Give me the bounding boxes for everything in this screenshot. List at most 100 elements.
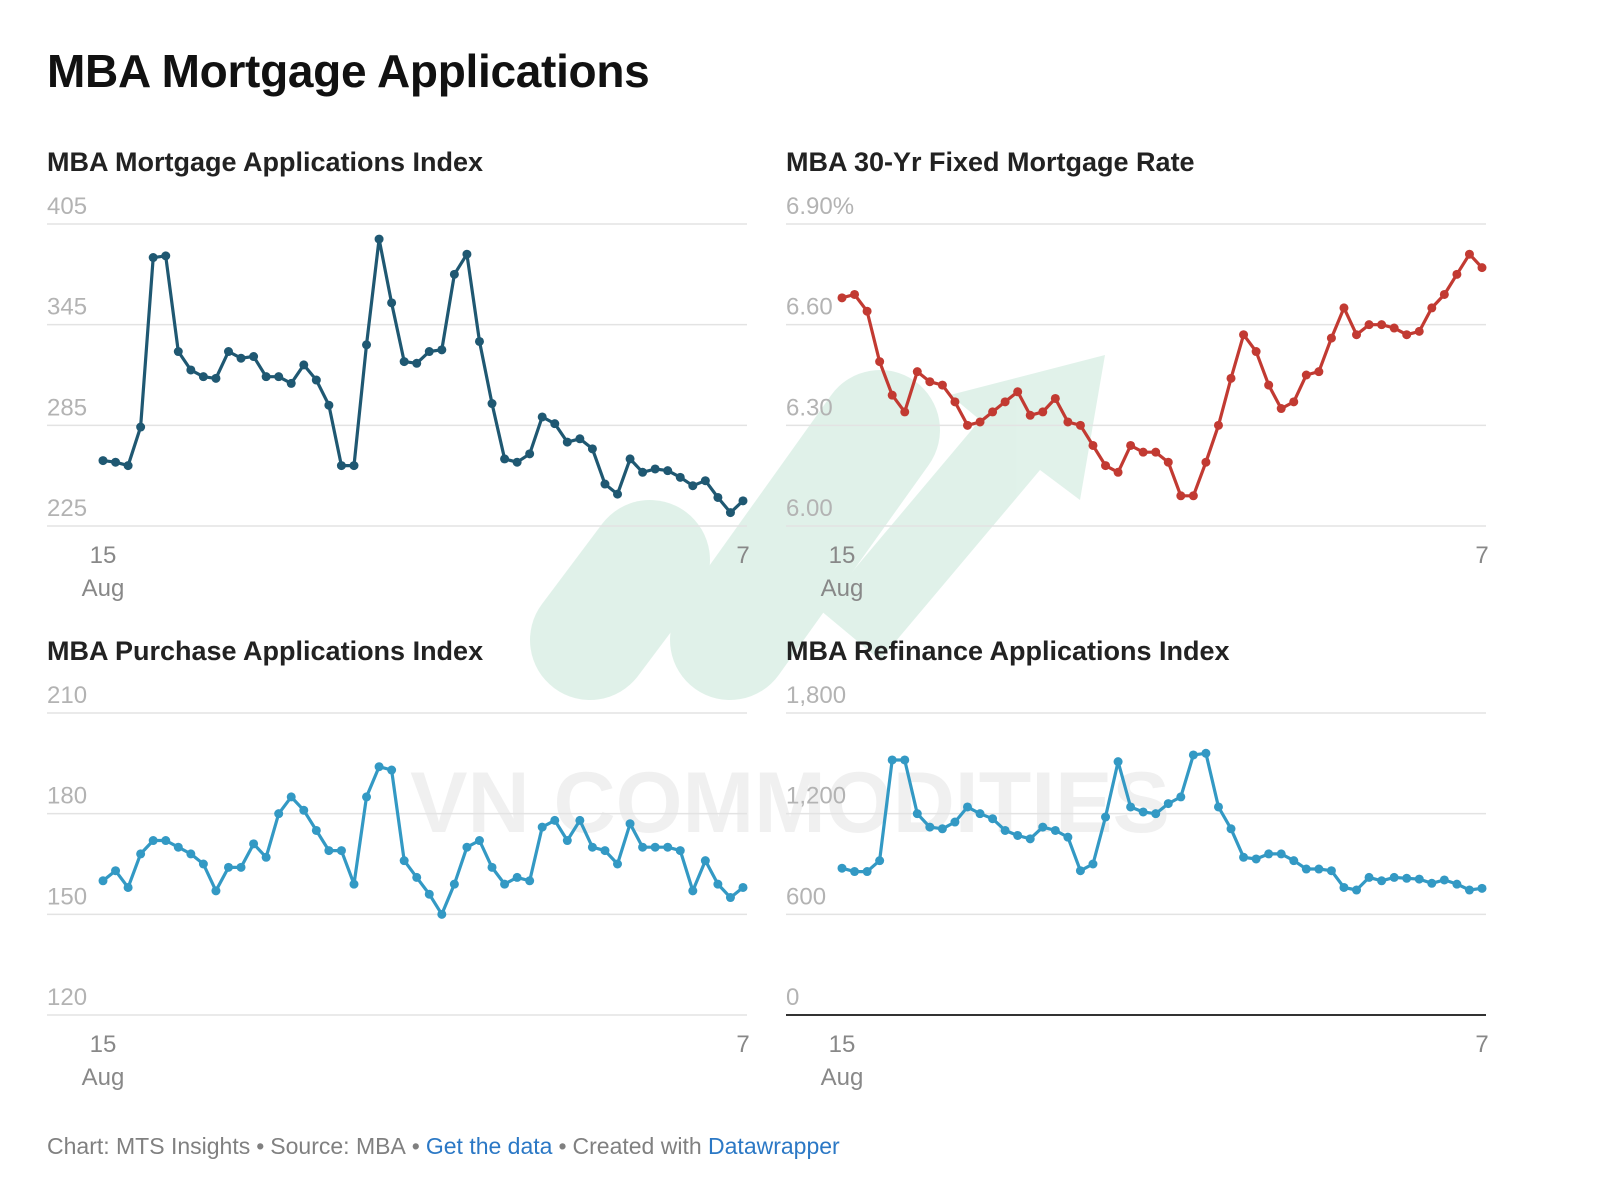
chart-title: MBA Mortgage Applications Index — [47, 147, 484, 177]
x-tick-label: Aug — [821, 575, 864, 602]
data-point — [148, 836, 158, 846]
data-point — [412, 872, 422, 882]
data-point — [950, 817, 960, 827]
data-point — [1326, 333, 1336, 343]
data-point — [1339, 303, 1349, 313]
data-point — [311, 825, 321, 835]
data-point — [412, 358, 422, 368]
data-point — [198, 859, 208, 869]
data-point — [1439, 875, 1449, 885]
y-tick-label: 120 — [47, 984, 87, 1011]
x-tick-label: 7 — [1475, 542, 1488, 569]
data-point — [875, 856, 885, 866]
data-point — [336, 461, 346, 471]
data-point — [862, 867, 872, 877]
data-point — [738, 882, 748, 892]
y-tick-label: 6.30 — [786, 394, 833, 421]
data-point — [324, 400, 334, 410]
datawrapper-link[interactable]: Datawrapper — [708, 1133, 840, 1159]
data-point — [1427, 303, 1437, 313]
y-tick-label: 6.60 — [786, 294, 833, 321]
data-point — [1301, 864, 1311, 874]
data-point — [1389, 323, 1399, 333]
data-point — [613, 489, 623, 499]
data-point — [975, 809, 985, 819]
data-point — [324, 846, 334, 856]
data-point — [537, 412, 547, 422]
get-data-link[interactable]: Get the data — [425, 1133, 553, 1159]
y-tick-label: 1,800 — [786, 682, 846, 709]
data-point — [1126, 802, 1136, 812]
data-point — [1314, 367, 1324, 377]
data-point — [1352, 885, 1362, 895]
x-tick-label: Aug — [821, 1064, 864, 1091]
data-point — [1301, 370, 1311, 380]
y-tick-label: 150 — [47, 883, 87, 910]
data-point — [1402, 873, 1412, 883]
data-point — [1377, 320, 1387, 330]
data-point — [837, 293, 847, 303]
data-point — [387, 298, 397, 308]
data-point — [887, 390, 897, 400]
data-point — [474, 836, 484, 846]
data-point — [725, 508, 735, 518]
data-point — [1276, 849, 1286, 859]
chart-footer: Chart: MTS Insights • Source: MBA • Get the … — [47, 1133, 840, 1159]
data-point — [1289, 397, 1299, 407]
data-point — [211, 373, 221, 383]
data-point — [1151, 447, 1161, 457]
data-point — [638, 842, 648, 852]
data-point — [362, 792, 372, 802]
created-with-label: Created with — [572, 1133, 702, 1159]
data-point — [850, 289, 860, 299]
data-point — [111, 457, 121, 467]
data-point — [900, 407, 910, 417]
data-point — [688, 481, 698, 491]
data-point — [1138, 807, 1148, 817]
data-point — [1000, 397, 1010, 407]
data-point — [1088, 440, 1098, 450]
y-tick-label: 180 — [47, 783, 87, 810]
chart-plot: 6.90% 6.60 6.30 6.00 15 Aug 7 — [786, 193, 1489, 602]
data-point — [1063, 832, 1073, 842]
data-point — [474, 336, 484, 346]
data-point — [1477, 883, 1487, 893]
chart-title: MBA Refinance Applications Index — [786, 636, 1230, 666]
y-tick-label: 6.00 — [786, 495, 833, 522]
data-point — [1352, 330, 1362, 340]
data-point — [1113, 467, 1123, 477]
x-tick-label: 15 — [90, 542, 117, 569]
data-point — [925, 822, 935, 832]
data-point — [525, 876, 535, 886]
data-point — [261, 372, 271, 382]
data-point — [1025, 410, 1035, 420]
data-point — [462, 249, 472, 259]
data-point — [399, 357, 409, 367]
data-point — [136, 422, 146, 432]
x-tick-label: 7 — [736, 542, 749, 569]
data-point — [186, 849, 196, 859]
data-point — [1038, 407, 1048, 417]
data-point — [587, 444, 597, 454]
data-point — [1414, 874, 1424, 884]
data-point — [575, 815, 585, 825]
data-point — [550, 419, 560, 429]
y-tick-label: 210 — [47, 682, 87, 709]
data-point — [663, 842, 673, 852]
data-point — [700, 856, 710, 866]
data-point — [837, 863, 847, 873]
data-point — [161, 251, 171, 261]
data-point — [537, 822, 547, 832]
data-point — [1477, 263, 1487, 273]
data-point — [675, 846, 685, 856]
data-point — [1414, 326, 1424, 336]
data-point — [1452, 879, 1462, 889]
data-point — [912, 367, 922, 377]
data-point — [1075, 866, 1085, 876]
data-point — [638, 467, 648, 477]
data-point — [675, 472, 685, 482]
data-point — [688, 886, 698, 896]
data-point — [399, 856, 409, 866]
data-point — [1176, 491, 1186, 501]
